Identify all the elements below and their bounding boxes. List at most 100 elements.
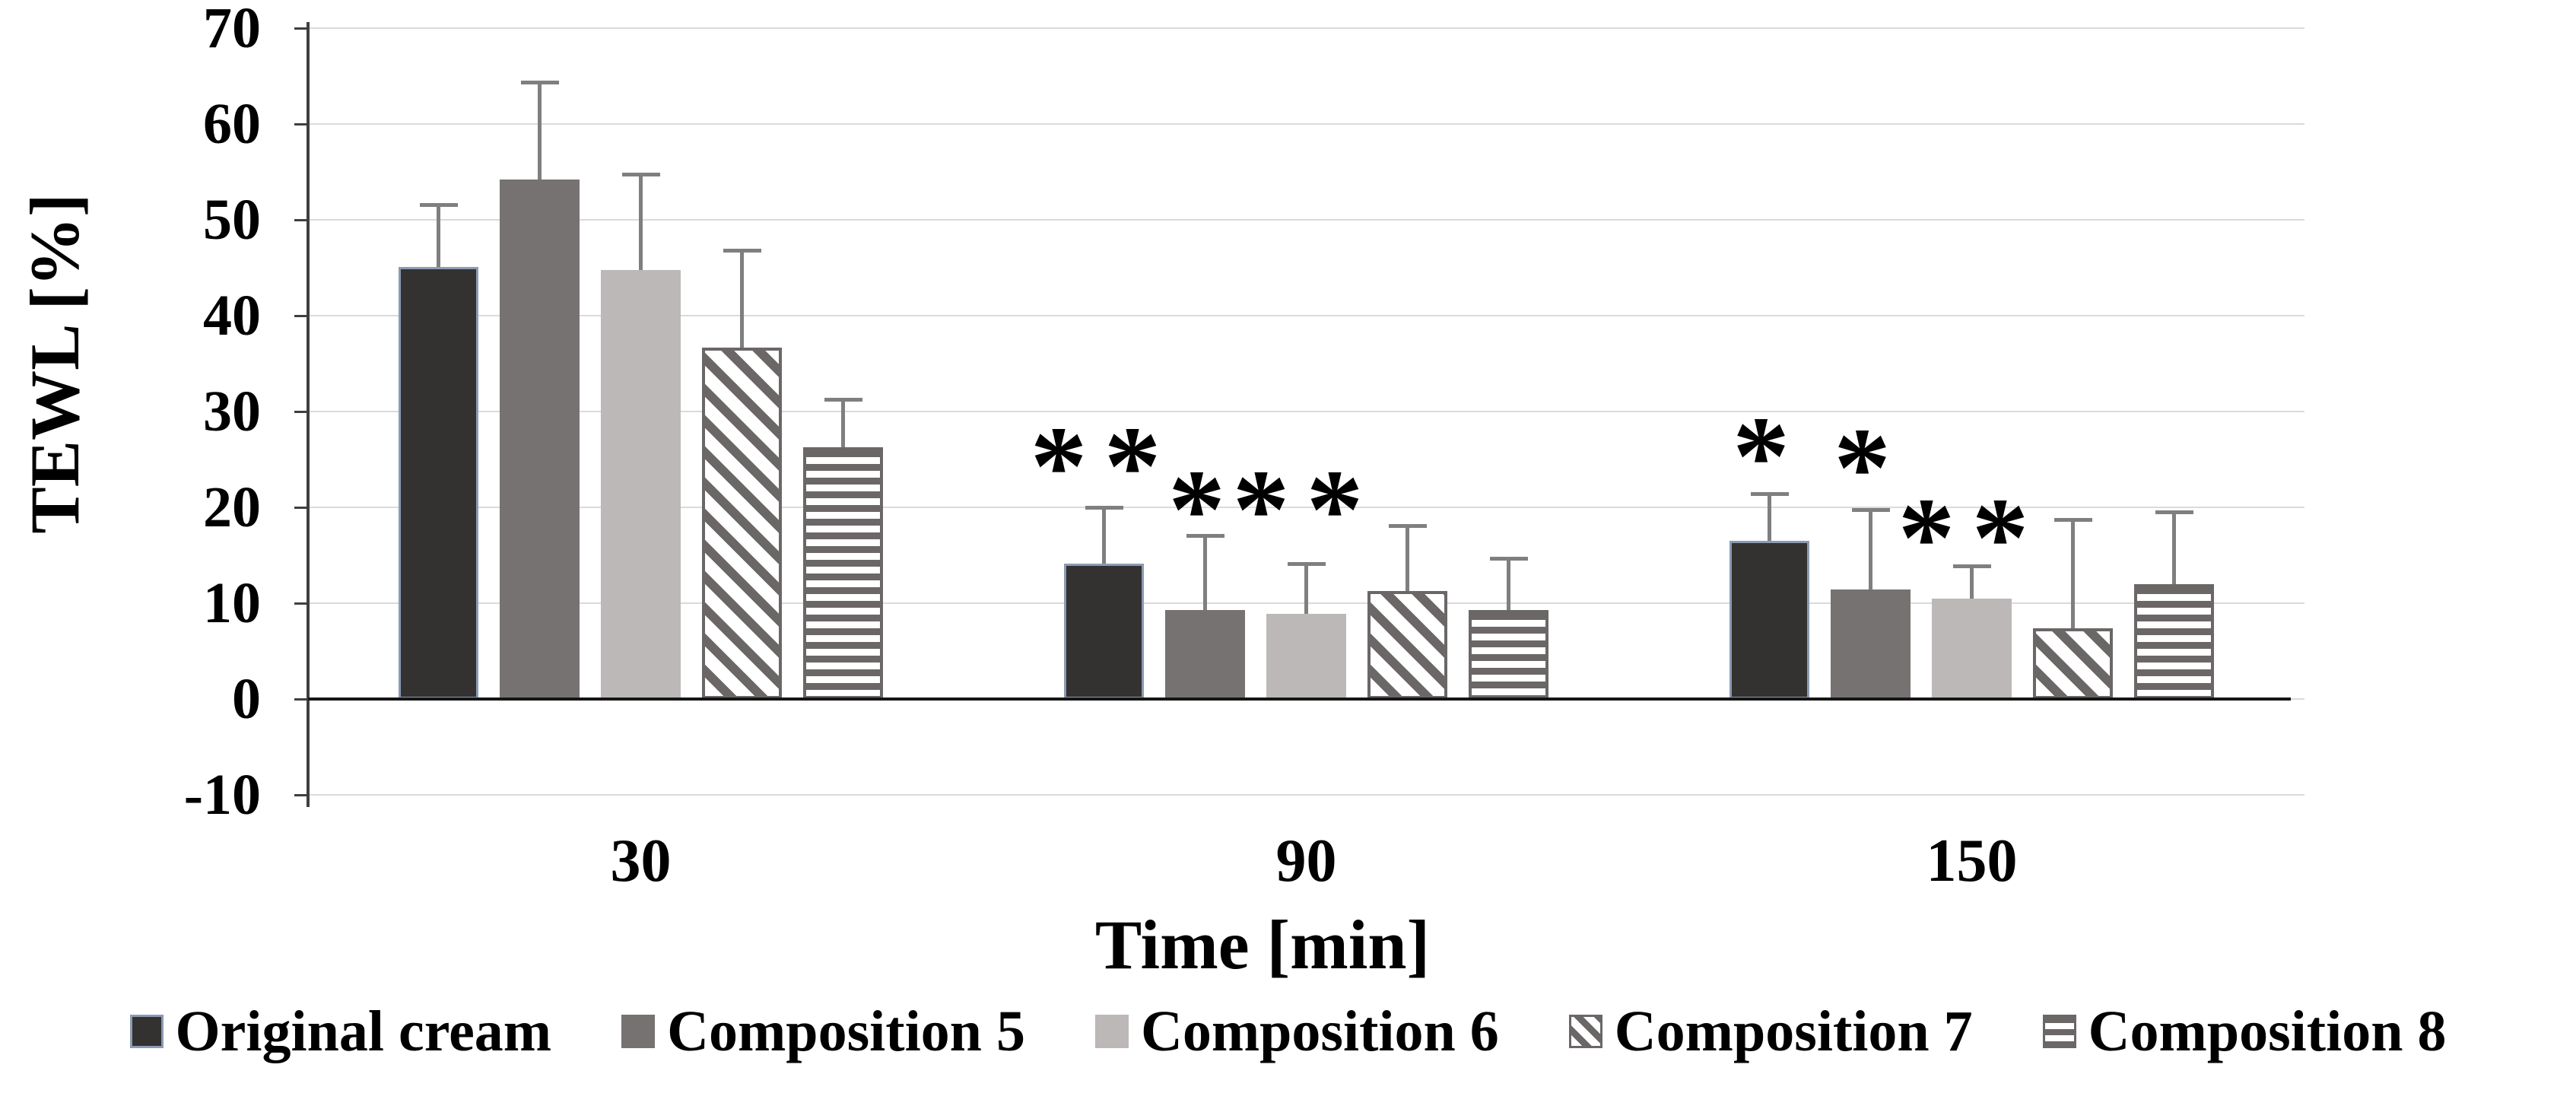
error-bar-cap [2155,510,2193,515]
y-tick-label: 50 [203,188,261,252]
error-bar-cap [520,80,559,84]
error-bar [1406,525,1409,591]
legend-swatch-solid-dark-icon [129,1015,164,1048]
error-bar [1970,565,1974,599]
y-axis-tick [294,602,308,605]
y-tick-label: 0 [232,667,261,731]
significance-annotation: * [1733,393,1806,520]
bar-composition-8 [2134,583,2214,699]
error-bar-cap [1851,507,1890,512]
bar-original-cream [1064,564,1144,699]
legend-item: Composition 7 [1568,999,1973,1063]
error-bar [841,399,845,447]
legend-swatch-diagonal-hatch-icon [1568,1015,1602,1048]
bar-composition-6 [1266,613,1346,699]
significance-annotation: ** [1232,446,1380,573]
y-axis-tick [294,27,308,30]
error-bar-cap [2053,518,2092,523]
legend-label: Composition 5 [667,999,1025,1063]
error-bar-cap [1287,562,1326,567]
error-bar-cap [723,249,761,253]
error-bar-cap [621,172,660,176]
y-axis-tick [294,219,308,221]
legend-label: Composition 8 [2088,999,2447,1063]
error-bar-cap [1489,556,1528,561]
legend-swatch-solid-light-icon [1094,1015,1129,1048]
bar-composition-5 [500,180,580,699]
bar-composition-7 [2033,628,2113,699]
bar-composition-6 [1932,598,2012,699]
x-category-label: 90 [1275,828,1337,895]
bar-composition-6 [601,269,681,699]
significance-annotation: ** [1030,402,1178,529]
error-bar [1869,509,1872,590]
y-axis-tick [294,411,308,413]
error-bar [538,81,542,180]
gridline [308,123,2304,125]
error-bar [2071,520,2075,628]
legend-item: Composition 8 [2042,999,2447,1063]
bar-composition-8 [1469,609,1548,699]
legend: Original cream Composition 5 Composition 6… [0,1003,2576,1060]
gridline [308,507,2304,508]
bar-original-cream [1730,541,1809,699]
x-category-label: 150 [1926,828,2018,895]
error-bar [2172,512,2176,584]
y-tick-label: 70 [203,0,261,60]
error-bar-cap [1952,564,1991,568]
legend-label: Composition 6 [1140,999,1499,1063]
gridline [308,794,2304,796]
legend-label: Composition 7 [1614,999,1973,1063]
significance-annotation: * [1834,405,1907,532]
y-tick-label: 30 [203,380,261,443]
x-axis-line [308,697,2291,701]
error-bar [1304,564,1308,614]
error-bar [639,173,643,270]
significance-annotation: ** [1898,475,2046,602]
error-bar [740,250,744,348]
y-axis-line [307,22,310,807]
gridline [308,315,2304,316]
error-bar [437,204,440,267]
legend-swatch-horizontal-stripes-icon [2042,1015,2076,1048]
gridline [308,27,2304,29]
legend-label: Original cream [175,999,552,1063]
y-axis-title: TEWL [%] [16,193,94,534]
bar-composition-8 [803,446,883,699]
error-bar [1203,535,1207,610]
y-axis-tick [294,507,308,509]
y-axis-tick [294,794,308,796]
gridline [308,219,2304,221]
error-bar-cap [1750,492,1789,497]
x-category-label: 30 [610,828,672,895]
y-tick-label: 20 [203,475,261,539]
legend-item: Composition 6 [1094,999,1499,1063]
bar-original-cream [399,266,478,699]
error-bar-cap [1388,523,1427,528]
bar-composition-7 [1367,590,1447,699]
legend-item: Original cream [129,999,552,1063]
y-axis-tick [294,315,308,317]
gridline [308,411,2304,412]
legend-swatch-solid-gray-icon [621,1015,656,1048]
y-tick-label: 10 [203,571,261,635]
error-bar-cap [419,202,458,207]
x-axis-title: Time [min] [1094,906,1431,983]
bar-composition-5 [1831,589,1911,699]
error-bar-cap [1186,533,1224,538]
y-tick-label: -10 [183,763,261,827]
error-bar [1102,507,1106,564]
error-bar-cap [824,397,862,402]
bar-composition-5 [1165,609,1245,699]
y-axis-tick [294,698,308,701]
y-tick-label: 40 [203,284,261,348]
y-tick-label: 60 [203,92,261,156]
legend-item: Composition 5 [621,1003,1025,1060]
error-bar [1507,558,1510,610]
error-bar [1768,494,1771,542]
bar-composition-7 [702,347,782,699]
significance-annotation: * [1168,446,1242,573]
error-bar-cap [1085,506,1123,510]
y-axis-tick [294,123,308,126]
